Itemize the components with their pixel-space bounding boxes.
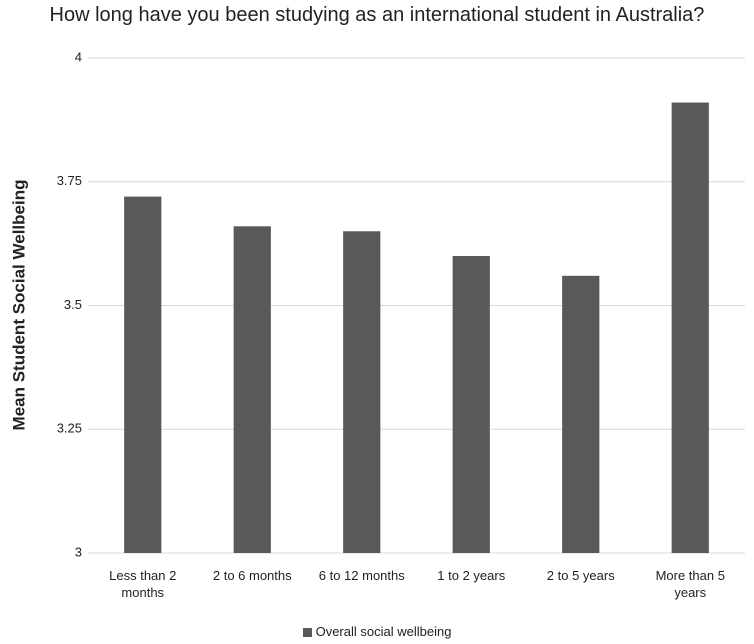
x-tick-label: 2 to 5 years [546, 568, 615, 583]
bar [233, 226, 271, 554]
x-tick-label: 6 to 12 months [318, 568, 405, 583]
legend-swatch [302, 628, 312, 637]
x-tick-label: 2 to 6 months [212, 568, 292, 583]
y-tick-label: 3.25 [57, 421, 82, 436]
x-tick-label: More than 5 years [655, 568, 725, 600]
bar [562, 275, 600, 553]
bar [671, 102, 709, 554]
bar [452, 256, 490, 553]
x-tick-label: 1 to 2 years [437, 568, 506, 583]
chart-title: How long have you been studying as an in… [49, 4, 705, 26]
legend: Overall social wellbeing [0, 624, 754, 639]
bar [343, 231, 381, 553]
y-tick-label: 4 [75, 49, 82, 64]
y-tick-label: 3.5 [64, 297, 82, 312]
y-tick-label: 3.75 [57, 173, 82, 188]
x-tick-label: Less than 2 months [109, 568, 177, 600]
y-axis-label: Mean Student Social Wellbeing [9, 180, 28, 431]
y-tick-label: 3 [75, 544, 82, 559]
bar [124, 196, 162, 553]
legend-label: Overall social wellbeing [315, 624, 452, 639]
